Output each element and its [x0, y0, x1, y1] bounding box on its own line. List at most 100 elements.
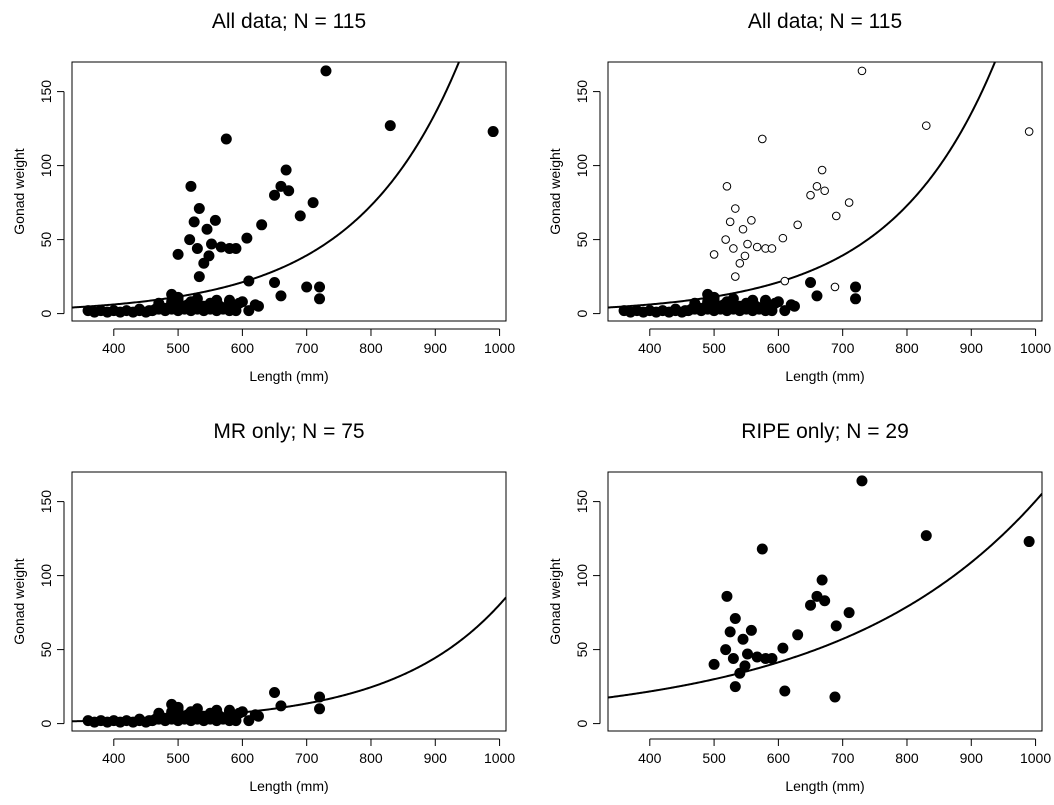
y-tick-label: 50	[38, 232, 54, 248]
data-point	[220, 133, 232, 145]
data-point	[294, 210, 306, 222]
x-axis-label: Length (mm)	[785, 368, 864, 384]
data-point-open	[738, 224, 748, 234]
data-point	[256, 219, 268, 231]
data-point	[843, 607, 855, 619]
data-point	[307, 197, 319, 209]
data-point	[280, 164, 292, 176]
data-point-open	[780, 276, 790, 286]
x-tick-label: 800	[359, 750, 383, 766]
data-point	[224, 294, 236, 306]
data-point	[269, 189, 281, 201]
x-tick-label: 600	[231, 750, 255, 766]
data-point	[721, 590, 733, 602]
data-point	[188, 216, 200, 228]
y-tick-label: 50	[38, 642, 54, 658]
data-point	[191, 242, 203, 254]
data-point	[742, 648, 754, 660]
data-point	[766, 652, 778, 664]
y-tick-label: 150	[38, 490, 54, 514]
y-axis-label: Gonad weight	[547, 148, 563, 235]
x-tick-label: 1000	[484, 340, 515, 356]
data-point	[739, 660, 751, 672]
data-point	[724, 626, 736, 638]
data-point	[777, 642, 789, 654]
data-point-open	[831, 211, 841, 221]
x-tick-label: 700	[831, 750, 855, 766]
data-point	[737, 300, 749, 312]
x-tick-label: 800	[895, 750, 919, 766]
data-point	[805, 599, 817, 611]
chart-title: All data; N = 115	[212, 10, 366, 33]
data-point-open	[740, 251, 750, 261]
data-point	[747, 294, 759, 306]
data-point	[211, 704, 223, 716]
data-point	[816, 574, 828, 586]
data-point-open	[812, 182, 822, 191]
data-point-open	[767, 244, 777, 253]
y-axis-label: Gonad weight	[11, 558, 27, 645]
data-point-open	[747, 216, 756, 225]
x-tick-label: 500	[166, 340, 190, 356]
x-tick-label: 600	[767, 750, 791, 766]
data-point	[203, 250, 215, 262]
x-tick-label: 500	[166, 750, 190, 766]
x-tick-label: 900	[424, 750, 448, 766]
x-tick-label: 700	[831, 340, 855, 356]
data-point	[236, 296, 248, 308]
data-point	[252, 710, 264, 722]
data-point	[172, 248, 184, 260]
fitted-curve	[72, 596, 506, 723]
x-tick-label: 400	[102, 750, 126, 766]
data-point-open	[778, 233, 788, 243]
y-tick-label: 100	[38, 564, 54, 588]
y-tick-label: 0	[38, 719, 54, 727]
x-tick-label: 500	[702, 340, 726, 356]
data-point-open	[729, 244, 738, 253]
data-point-open	[857, 66, 867, 76]
data-point	[708, 291, 720, 303]
data-point-open	[793, 220, 802, 230]
data-point	[779, 685, 791, 697]
data-point	[134, 303, 146, 315]
y-axis-label: Gonad weight	[547, 558, 563, 645]
data-point	[185, 180, 197, 192]
y-axis-label: Gonad weight	[11, 148, 27, 235]
x-tick-label: 800	[359, 340, 383, 356]
data-point	[243, 275, 255, 287]
data-point-open	[743, 239, 752, 249]
data-point	[193, 271, 205, 283]
x-tick-label: 900	[424, 340, 448, 356]
x-tick-label: 900	[960, 750, 984, 766]
plot-frame	[607, 61, 1043, 322]
data-point	[708, 658, 720, 670]
data-point-open	[725, 217, 735, 227]
plot-frame	[71, 471, 507, 732]
data-point-open	[806, 190, 815, 200]
chart-title: RIPE only; N = 29	[741, 420, 909, 443]
data-point	[819, 595, 831, 607]
data-point	[269, 277, 281, 289]
data-point	[756, 543, 768, 555]
data-point-open	[709, 250, 719, 259]
data-point	[241, 232, 253, 244]
data-point-open	[844, 198, 854, 207]
data-point-open	[830, 282, 840, 292]
x-tick-label: 700	[295, 750, 319, 766]
data-point	[236, 706, 248, 718]
data-point	[283, 185, 295, 197]
data-point	[252, 300, 264, 312]
x-tick-label: 400	[638, 340, 662, 356]
data-point	[829, 691, 841, 703]
data-point	[830, 620, 842, 632]
data-point-open	[735, 258, 745, 268]
y-tick-label: 100	[574, 154, 590, 178]
data-point	[805, 277, 817, 289]
data-point	[153, 707, 165, 719]
data-point	[850, 293, 862, 305]
fitted-curve	[608, 493, 1042, 699]
chart-title: All data; N = 115	[748, 10, 902, 33]
